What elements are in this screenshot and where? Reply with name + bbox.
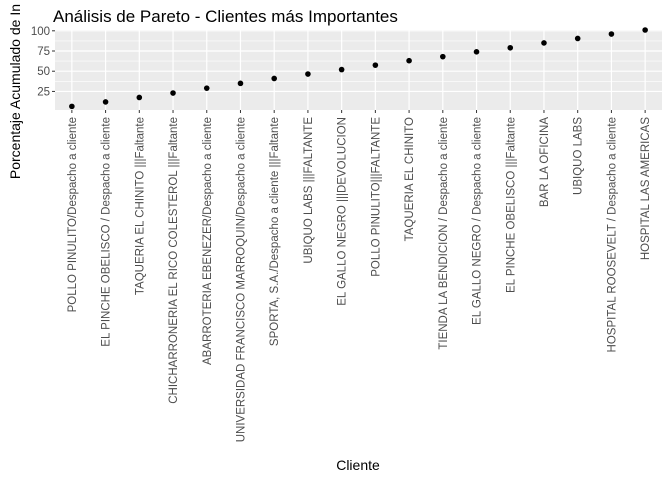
data-point — [170, 90, 176, 96]
chart-title: Análisis de Pareto - Clientes más Import… — [53, 7, 398, 26]
data-points — [69, 27, 648, 110]
data-point — [608, 31, 615, 37]
data-point — [507, 44, 514, 51]
data-point — [69, 103, 75, 110]
x-tick-label: EL GALLO NEGRO |||DEVOLUCION — [337, 117, 349, 306]
data-point — [203, 85, 210, 91]
x-tick-label: ABARROTERIA EBENEZER/Despacho a cliente — [202, 117, 214, 365]
data-point — [642, 27, 648, 33]
data-point — [136, 94, 143, 101]
data-point — [102, 99, 109, 105]
x-tick-label: TAQUERIA EL CHINITO — [404, 117, 416, 241]
x-tick-label: UBIQUO LABS — [573, 117, 585, 195]
x-tick-label: EL GALLO NEGRO / Despacho a cliente — [472, 117, 484, 325]
data-point — [237, 80, 244, 87]
x-tick-label: UNIVERSIDAD FRANCISCO MARROQUIN/Despacho… — [235, 117, 247, 442]
x-tick-label: BAR LA OFICINA — [539, 117, 551, 207]
data-point — [305, 71, 311, 77]
y-tick-label: 25 — [37, 86, 50, 98]
x-tick-label: SPORTA, S.A./Despacho a cliente |||Falta… — [269, 117, 281, 346]
y-tick-label: 50 — [37, 66, 50, 78]
data-point — [541, 40, 547, 46]
x-tick-label: HOSPITAL ROOSEVELT / Despacho a cliente — [606, 117, 618, 352]
data-point — [372, 62, 379, 68]
data-point — [271, 75, 277, 82]
y-axis-ticks: 25 50 75 100 — [31, 26, 55, 98]
plot-panel — [55, 30, 662, 110]
data-point — [574, 35, 581, 42]
x-tick-label: POLLO PINULITO|||FALTANTE — [370, 117, 382, 277]
x-tick-label: HOSPITAL LAS AMERICAS — [640, 117, 652, 260]
x-tick-label: TAQUERIA EL CHINITO |||Faltante — [134, 117, 146, 295]
x-axis-ticks: POLLO PINULITO/Despacho a cliente EL PINC… — [67, 110, 652, 442]
x-tick-label: UBIQUO LABS |||FALTANTE — [303, 117, 315, 264]
grid-lines — [55, 30, 662, 110]
y-tick-label: 100 — [31, 26, 50, 38]
data-point — [406, 57, 412, 64]
data-point — [338, 66, 345, 73]
data-point — [440, 53, 446, 60]
x-tick-label: POLLO PINULITO/Despacho a cliente — [67, 117, 79, 312]
x-tick-label: TIENDA LA BENDICION / Despacho a cliente — [438, 117, 450, 350]
x-axis-title: Cliente — [336, 457, 380, 473]
x-tick-label: EL PINCHE OBELISCO / Despacho a cliente — [101, 117, 113, 347]
x-tick-label: CHICHARRONERIA EL RICO COLESTEROL |||Fal… — [168, 117, 180, 404]
y-tick-label: 75 — [37, 46, 50, 58]
y-axis-title: Porcentaje Acumulado de In — [7, 4, 23, 179]
x-tick-label: EL PINCHE OBELISCO |||Faltante — [505, 117, 517, 293]
data-point — [473, 49, 480, 55]
